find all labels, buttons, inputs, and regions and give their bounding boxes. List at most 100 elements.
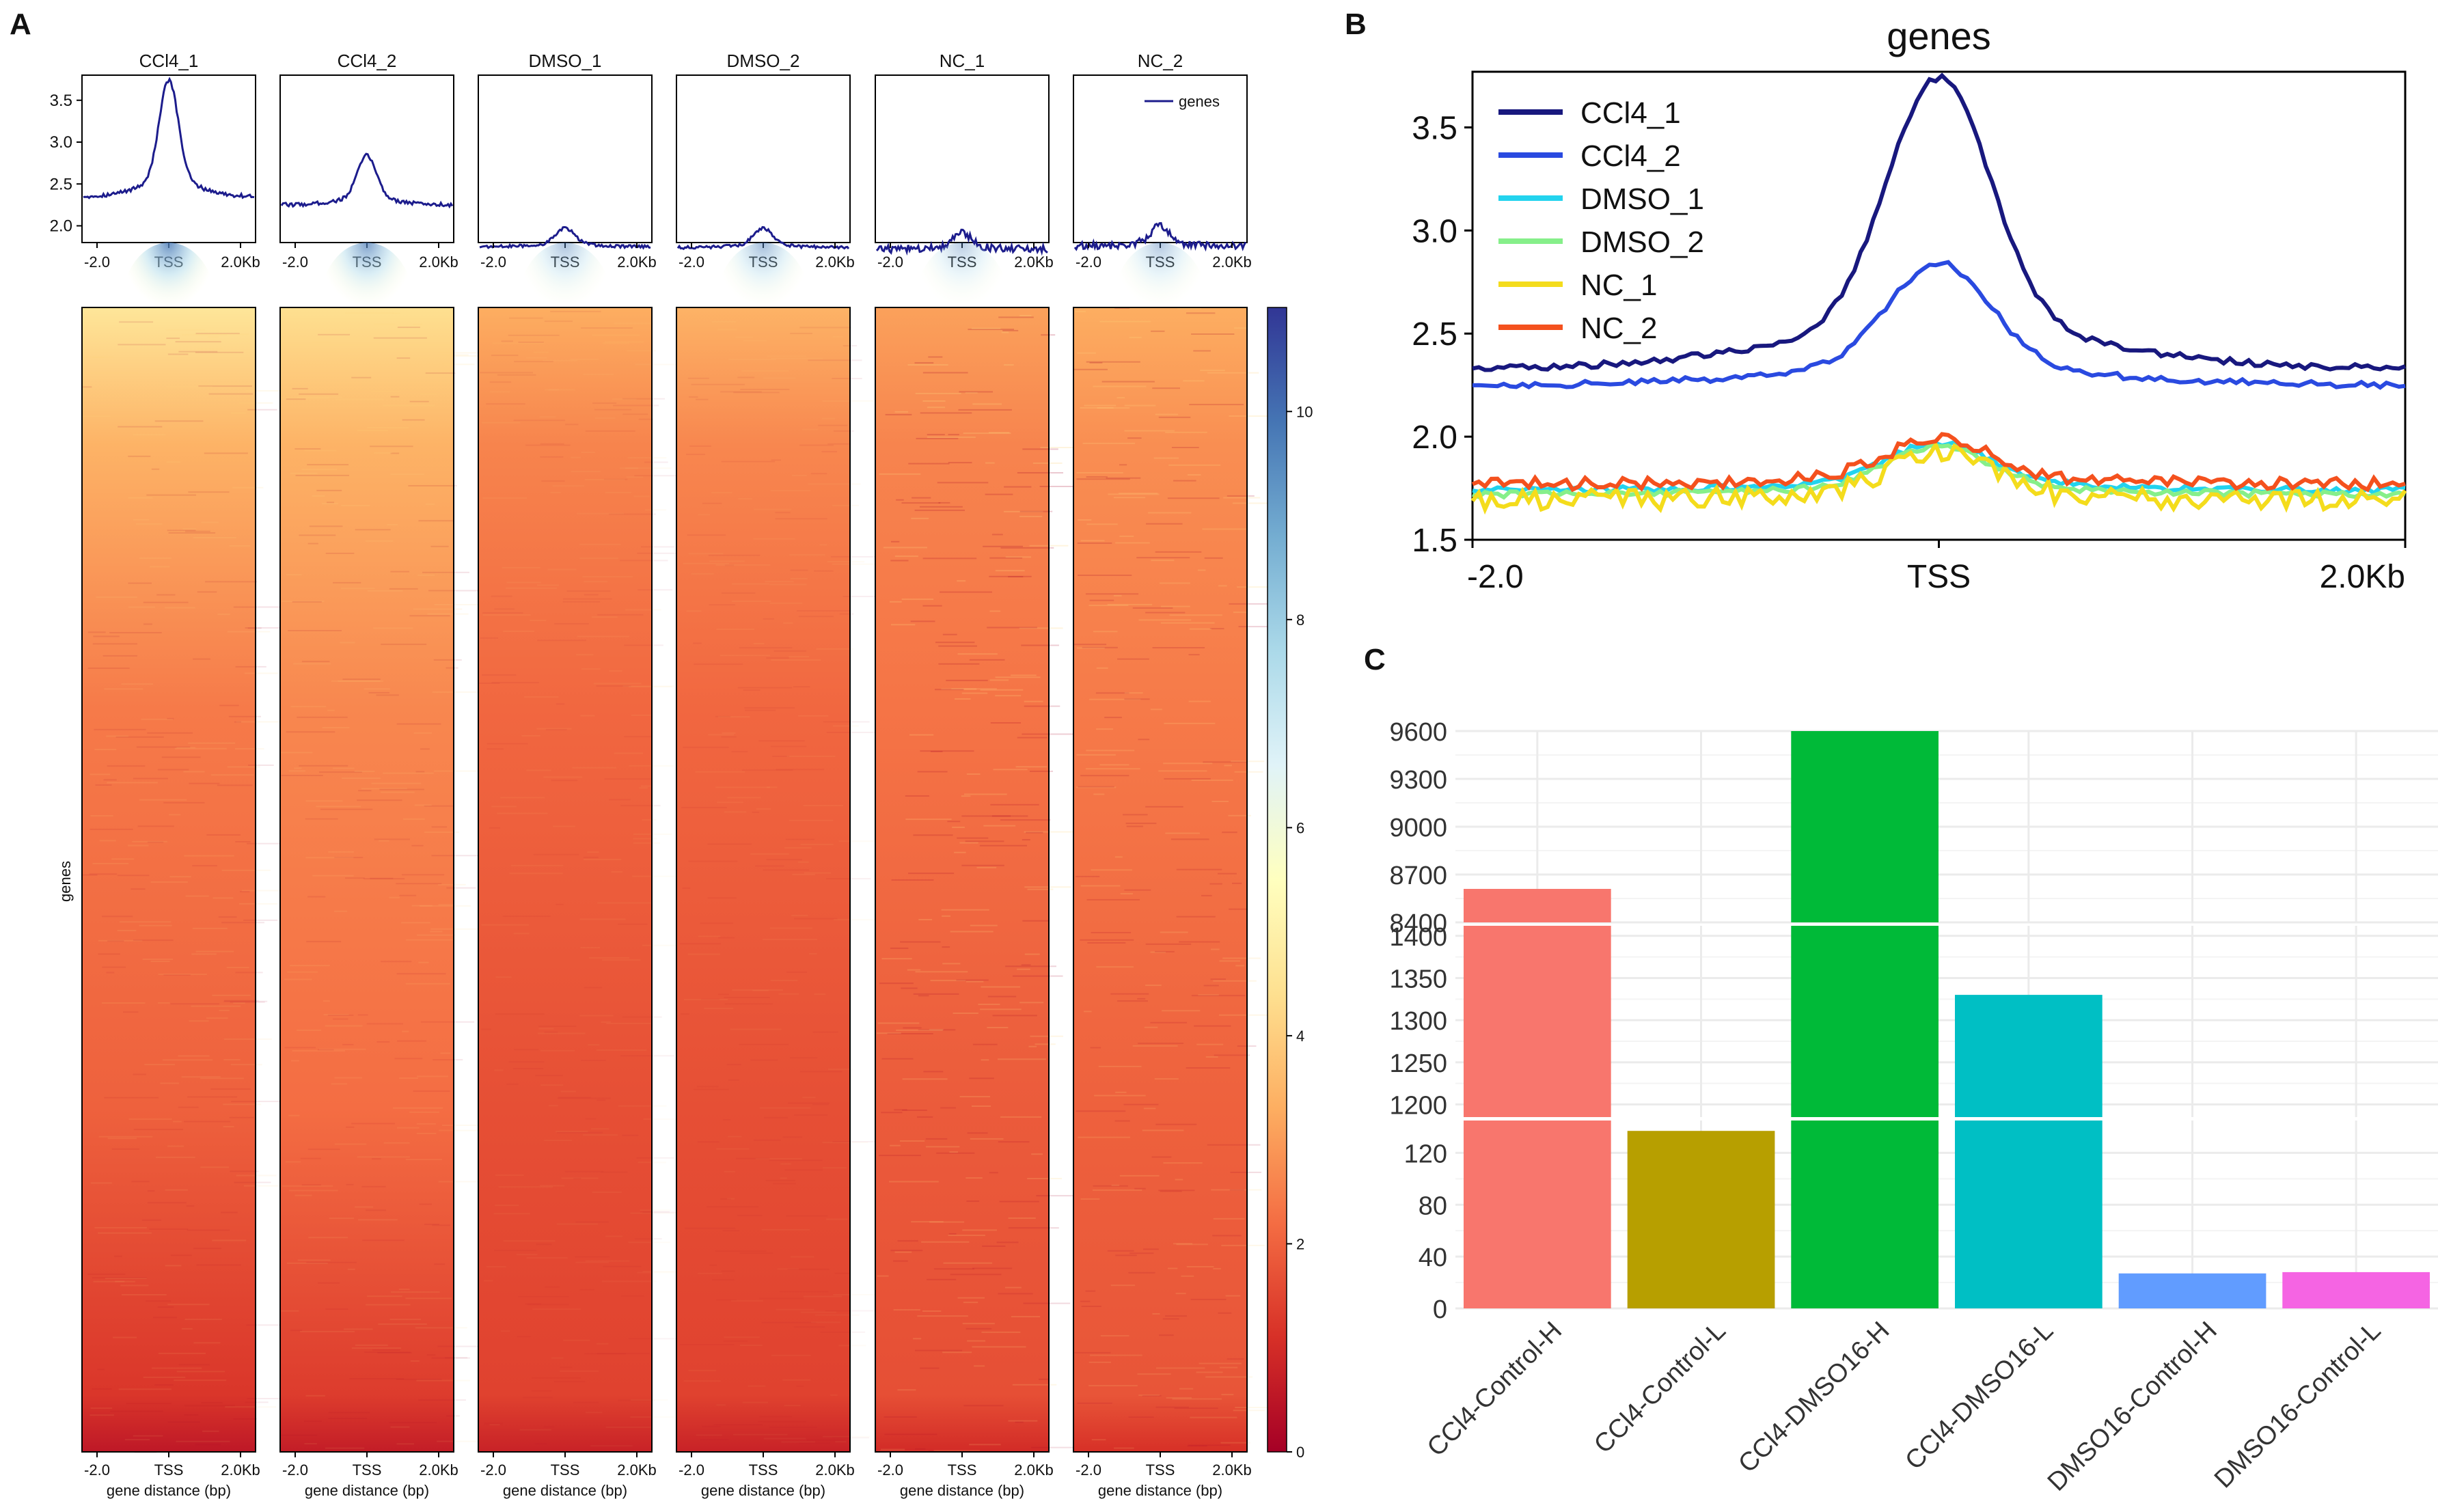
y-tick-label: 8700 bbox=[1389, 862, 1447, 890]
bar-segment bbox=[1464, 1121, 1611, 1308]
x-tick-label: 2.0Kb bbox=[1014, 1461, 1054, 1479]
x-tick-label: -2.0 bbox=[679, 253, 704, 271]
y-tick-label: 1350 bbox=[1389, 965, 1447, 993]
x-tick-label: 2.0Kb bbox=[617, 253, 657, 271]
y-tick-label: 120 bbox=[1404, 1140, 1447, 1168]
legend-label-ccl4-1: CCl4_1 bbox=[1580, 96, 1681, 130]
x-tick-label: 2.0Kb bbox=[419, 253, 458, 271]
y-tick-label: 3.0 bbox=[1412, 213, 1457, 249]
heatmap-dmso-2: -2.0 TSS 2.0Kb gene distance (bp) bbox=[676, 243, 892, 1499]
x-tick-label: -2.0 bbox=[877, 1461, 903, 1479]
profile-line-dmso-2 bbox=[676, 225, 850, 251]
heatmap-ccl4-2: -2.0 TSS 2.0Kb gene distance (bp) bbox=[279, 243, 487, 1499]
y-tick-label: 9600 bbox=[1389, 718, 1447, 747]
profile-title: NC_2 bbox=[1138, 51, 1183, 71]
x-tick-label: -2.0 bbox=[282, 253, 308, 271]
y-tick-label: 1250 bbox=[1389, 1049, 1447, 1078]
x-axis-label: gene distance (bp) bbox=[503, 1482, 627, 1499]
x-tick-label: -2.0 bbox=[1076, 1461, 1101, 1479]
series-line-nc-2 bbox=[1471, 432, 2406, 493]
bar-ccl4-dmso16-l bbox=[1955, 995, 2103, 1308]
heatmap-background bbox=[478, 307, 652, 1452]
x-tick-label: TSS bbox=[1907, 559, 1971, 595]
legend-label-dmso-2: DMSO_2 bbox=[1580, 225, 1704, 259]
y-tick-label: 1.5 bbox=[1412, 523, 1457, 559]
x-tick-label-ccl4-dmso16-l: CCl4-DMSO16-L bbox=[1900, 1317, 2059, 1476]
x-tick-label: 2.0Kb bbox=[1014, 253, 1054, 271]
x-tick-label-ccl4-dmso16-h: CCl4-DMSO16-H bbox=[1733, 1317, 1895, 1479]
bar-segment bbox=[2118, 1273, 2266, 1308]
colorbar-tick-label: 8 bbox=[1296, 611, 1304, 629]
bar-segment bbox=[2282, 1272, 2430, 1308]
y-tick-label: 8400 bbox=[1389, 909, 1447, 938]
x-tick-label: 2.0Kb bbox=[419, 1461, 458, 1479]
y-tick-label: 2.0 bbox=[50, 217, 72, 236]
y-tick-label: 9000 bbox=[1389, 814, 1447, 842]
profile-title: NC_1 bbox=[940, 51, 985, 71]
series-line-ccl4-2 bbox=[1472, 260, 2406, 390]
heatmap-texture bbox=[679, 320, 892, 1444]
x-axis-label: gene distance (bp) bbox=[1098, 1482, 1222, 1499]
profile-title: DMSO_1 bbox=[529, 51, 602, 71]
panel-a: CCl4_1 -2.0 TSS 2.0Kb 2.0 2.5 3.0 3.5 CCl4_2 -2.0… bbox=[50, 51, 1313, 1499]
profile-frame bbox=[81, 74, 256, 243]
bar-segment bbox=[1464, 926, 1611, 1117]
y-tick-label: 3.5 bbox=[1412, 110, 1457, 146]
x-axis-label: gene distance (bp) bbox=[305, 1482, 429, 1499]
x-tick-label: 2.0Kb bbox=[815, 1461, 855, 1479]
x-tick-label: 2.0Kb bbox=[617, 1461, 657, 1479]
x-tick-label: -2.0 bbox=[1076, 253, 1101, 271]
heatmap-texture bbox=[877, 315, 1091, 1453]
profile-title: DMSO_2 bbox=[727, 51, 800, 71]
legend-label-nc-2: NC_2 bbox=[1580, 312, 1658, 345]
legend-label-nc-1: NC_1 bbox=[1580, 269, 1658, 302]
heatmap-background bbox=[82, 307, 256, 1452]
x-axis-label: gene distance (bp) bbox=[107, 1482, 231, 1499]
y-tick-label: 2.5 bbox=[50, 175, 72, 193]
x-tick-label: -2.0 bbox=[480, 253, 506, 271]
x-tick-label: 2.0Kb bbox=[221, 1461, 260, 1479]
bar-segment bbox=[1955, 995, 2103, 1117]
colorbar: 0 2 4 6 8 10 bbox=[1267, 307, 1313, 1461]
x-tick-label: TSS bbox=[551, 1461, 580, 1479]
y-tick-label: 2.5 bbox=[1412, 316, 1457, 353]
panel-label-c: C bbox=[1364, 643, 1386, 676]
x-tick-label: 2.0Kb bbox=[815, 253, 855, 271]
panel-label-b: B bbox=[1345, 8, 1367, 41]
heatmap-dmso-1: -2.0 TSS 2.0Kb gene distance (bp) bbox=[478, 243, 696, 1499]
y-tick-label: 3.0 bbox=[50, 133, 72, 152]
x-tick-label: TSS bbox=[749, 1461, 778, 1479]
x-tick-label: 2.0Kb bbox=[1212, 1461, 1252, 1479]
y-tick-label: 9300 bbox=[1389, 766, 1447, 795]
profile-frame bbox=[478, 74, 653, 243]
bar-ccl4-control-h bbox=[1464, 889, 1611, 1308]
x-tick-label: TSS bbox=[1146, 1461, 1175, 1479]
bar-segment bbox=[1627, 1131, 1775, 1308]
bar-dmso16-control-l bbox=[2282, 1272, 2430, 1308]
y-tick-label: 40 bbox=[1419, 1243, 1447, 1272]
heatmap-background bbox=[1073, 307, 1247, 1452]
x-tick-label: TSS bbox=[154, 1461, 184, 1479]
x-axis-label: gene distance (bp) bbox=[900, 1482, 1024, 1499]
x-tick-label-ccl4-control-l: CCl4-Control-L bbox=[1589, 1317, 1731, 1459]
x-tick-label-dmso16-control-l: DMSO16-Control-L bbox=[2209, 1317, 2387, 1494]
bar-segment bbox=[1791, 926, 1939, 1117]
x-tick-label-dmso16-control-h: DMSO16-Control-H bbox=[2042, 1317, 2223, 1497]
y-tick-label: 1200 bbox=[1389, 1091, 1447, 1120]
profile-frame bbox=[875, 74, 1050, 243]
x-axis-label: gene distance (bp) bbox=[701, 1482, 825, 1499]
profile-frame bbox=[279, 74, 454, 243]
profile-line-nc-2 bbox=[1073, 221, 1247, 252]
x-tick-label: TSS bbox=[353, 1461, 382, 1479]
colorbar-tick-label: 10 bbox=[1296, 403, 1313, 420]
heatmap-background bbox=[875, 307, 1049, 1452]
legend-label-ccl4-2: CCl4_2 bbox=[1580, 139, 1681, 173]
x-tick-label: -2.0 bbox=[282, 1461, 308, 1479]
bar-segment bbox=[1791, 1121, 1939, 1308]
legend-label-dmso-1: DMSO_1 bbox=[1580, 182, 1704, 216]
